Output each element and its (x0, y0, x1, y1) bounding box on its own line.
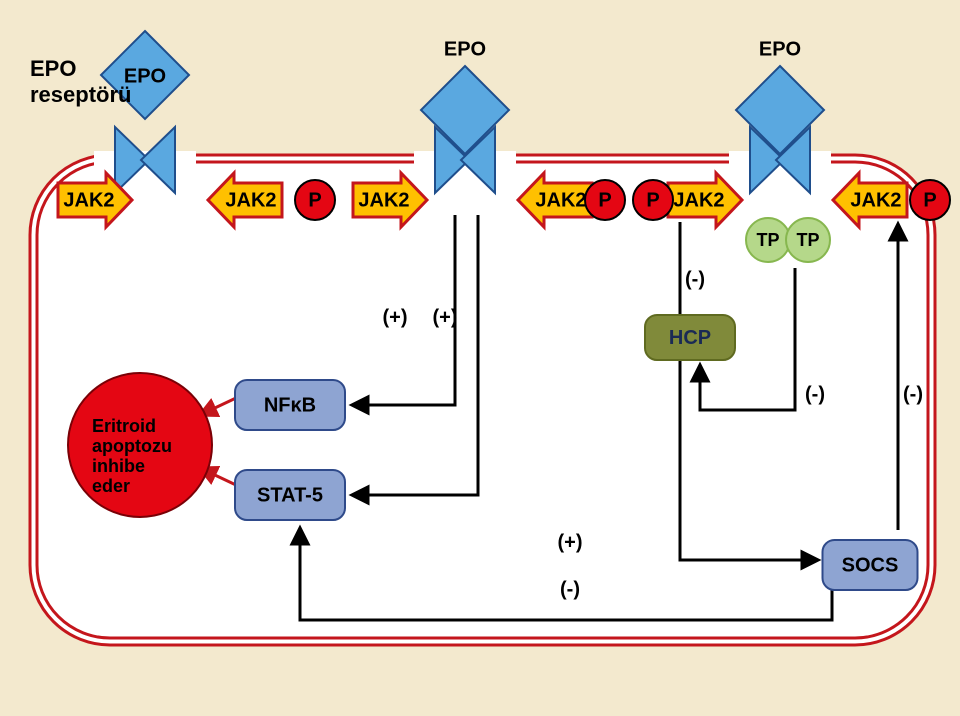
svg-text:(-): (-) (685, 268, 705, 290)
svg-text:P: P (646, 189, 659, 211)
svg-text:TP: TP (796, 230, 819, 250)
svg-text:STAT-5: STAT-5 (257, 484, 323, 506)
svg-text:(+): (+) (383, 306, 408, 328)
svg-text:JAK2: JAK2 (63, 189, 114, 211)
svg-text:NFκB: NFκB (264, 394, 316, 416)
svg-text:(-): (-) (560, 578, 580, 600)
svg-text:EPO: EPO (444, 38, 486, 60)
svg-text:JAK2: JAK2 (225, 189, 276, 211)
svg-text:JAK2: JAK2 (535, 189, 586, 211)
svg-text:EPO: EPO (759, 38, 801, 60)
svg-text:(-): (-) (805, 383, 825, 405)
svg-text:P: P (598, 189, 611, 211)
svg-text:(-): (-) (903, 383, 923, 405)
svg-text:SOCS: SOCS (842, 554, 899, 576)
svg-text:TP: TP (756, 230, 779, 250)
svg-text:JAK2: JAK2 (358, 189, 409, 211)
svg-text:P: P (308, 189, 321, 211)
svg-text:JAK2: JAK2 (850, 189, 901, 211)
svg-text:JAK2: JAK2 (673, 189, 724, 211)
svg-text:(+): (+) (558, 531, 583, 553)
svg-text:(+): (+) (433, 306, 458, 328)
svg-text:P: P (923, 189, 936, 211)
svg-text:HCP: HCP (669, 327, 711, 349)
